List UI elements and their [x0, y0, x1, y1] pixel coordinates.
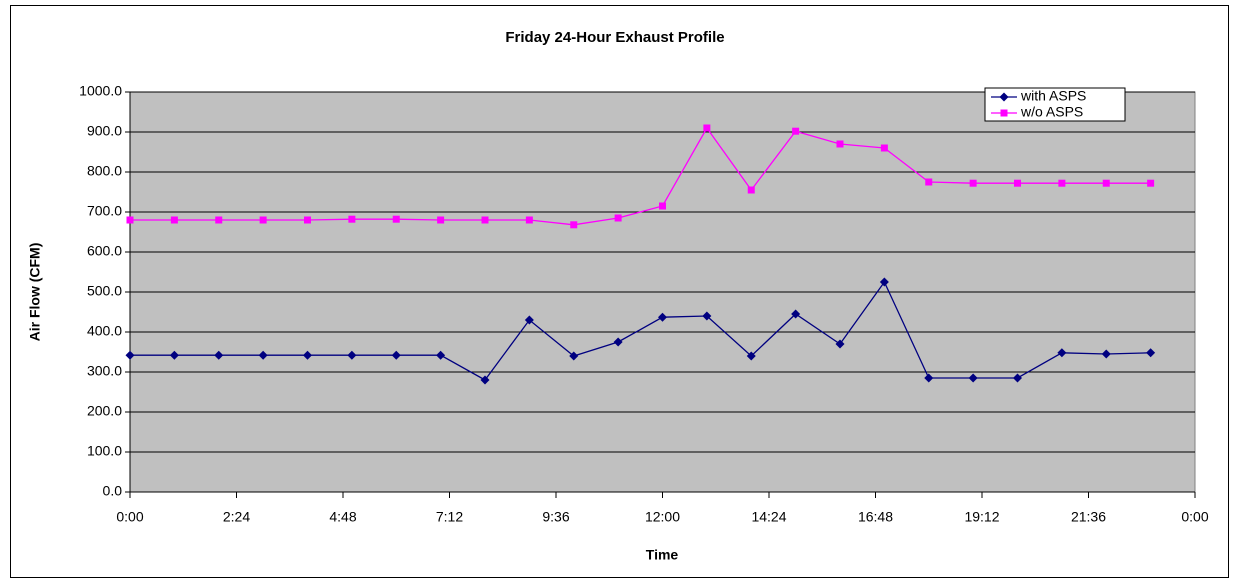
x-tick-label: 2:24: [223, 509, 250, 525]
point: [391, 350, 401, 360]
x-tick-label: 16:48: [858, 509, 893, 525]
point: [480, 375, 490, 385]
point: [437, 216, 445, 224]
point: [348, 215, 356, 223]
point: [215, 216, 223, 224]
x-tick-label: 9:36: [542, 509, 569, 525]
point: [304, 216, 311, 224]
y-tick-label: 0.0: [103, 483, 123, 499]
x-tick-label: 19:12: [964, 509, 999, 525]
y-tick-label: 800.0: [87, 163, 122, 179]
legend-box: [984, 87, 1126, 122]
y-tick-label: 600.0: [87, 243, 122, 259]
x-tick-label: 4:48: [329, 509, 356, 525]
x-axis-label: Time: [646, 547, 679, 563]
point: [792, 127, 800, 135]
point: [969, 179, 977, 187]
point: [125, 350, 135, 360]
x-tick-label: 7:12: [436, 509, 463, 525]
point: [879, 277, 889, 287]
point: [569, 351, 579, 361]
point: [392, 215, 400, 223]
y-tick-label: 500.0: [87, 283, 122, 299]
chart-title: Friday 24-Hour Exhaust Profile: [505, 29, 724, 46]
point: [169, 350, 179, 360]
y-tick-label: 1000.0: [79, 83, 122, 99]
point: [1057, 348, 1067, 358]
point: [258, 350, 268, 360]
point: [659, 202, 666, 210]
x-tick-label: 0:00: [116, 509, 143, 525]
point: [1147, 179, 1155, 187]
point: [1013, 373, 1022, 383]
y-tick-label: 900.0: [87, 123, 122, 139]
point: [214, 350, 224, 360]
point: [1102, 179, 1110, 187]
legend-marker: [1000, 109, 1008, 117]
point: [525, 216, 533, 224]
point: [259, 216, 267, 224]
point: [347, 350, 357, 360]
point: [1146, 348, 1156, 358]
point: [791, 309, 801, 319]
point: [614, 214, 622, 222]
point: [170, 216, 178, 224]
point: [481, 216, 489, 224]
series-line: [130, 126, 1151, 226]
point: [613, 337, 623, 347]
y-tick-label: 400.0: [87, 323, 122, 339]
point: [746, 351, 756, 361]
y-tick-label: 300.0: [87, 363, 122, 379]
point: [1058, 179, 1066, 187]
point: [835, 339, 845, 349]
x-tick-label: 21:36: [1071, 509, 1106, 525]
point: [925, 178, 933, 186]
y-tick-label: 100.0: [87, 443, 122, 459]
y-axis-label: Air Flow (CFM): [27, 243, 43, 342]
point: [880, 144, 888, 152]
point: [126, 216, 134, 224]
point: [836, 140, 844, 148]
series-line: [130, 280, 1151, 381]
point: [968, 373, 978, 383]
y-tick-label: 200.0: [87, 403, 122, 419]
x-tick-label: 14:24: [751, 509, 786, 525]
point: [924, 373, 934, 383]
point: [303, 350, 312, 360]
point: [570, 221, 578, 229]
y-tick-label: 700.0: [87, 203, 122, 219]
point: [524, 315, 534, 325]
legend-marker: [999, 92, 1009, 102]
point: [703, 124, 711, 132]
point: [436, 350, 446, 360]
legend-label: with ASPS: [1020, 88, 1086, 104]
x-tick-label: 12:00: [645, 509, 680, 525]
point: [1014, 179, 1021, 187]
legend-label: w/o ASPS: [1020, 104, 1083, 120]
point: [747, 186, 755, 194]
point: [702, 311, 712, 321]
point: [1101, 349, 1111, 359]
x-tick-label: 0:00: [1181, 509, 1208, 525]
point: [658, 312, 667, 322]
